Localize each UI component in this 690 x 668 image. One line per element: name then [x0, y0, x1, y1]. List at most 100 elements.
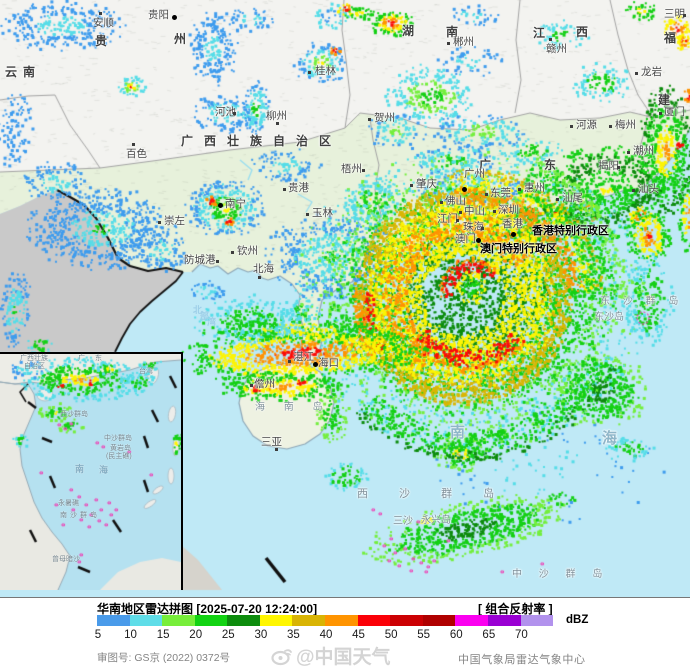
city-label: 东莞 [490, 187, 511, 199]
city-dot [617, 166, 620, 169]
city-label: 梧州 [341, 163, 362, 175]
city-dot [447, 42, 450, 45]
inset-label: 南 [75, 464, 85, 474]
city-label: 惠州 [524, 182, 545, 194]
city-label: 贺州 [374, 112, 395, 124]
city-dot [231, 251, 234, 254]
city-dot [158, 221, 161, 224]
city-label: 河池 [215, 106, 236, 118]
city-dot [250, 384, 253, 387]
sea-label: 中 沙 群 岛 [512, 569, 610, 580]
city-dot [485, 193, 488, 196]
city-label: 玉林 [312, 207, 333, 219]
dbz-tick-label: 50 [384, 629, 398, 641]
city-dot [283, 188, 286, 191]
dbz-tick-label: 45 [352, 629, 365, 641]
city-label: 汕尾 [562, 192, 583, 204]
province-label: 江 [533, 26, 546, 40]
dbz-colorbar [97, 615, 554, 626]
dbz-tick-label: 25 [221, 629, 235, 641]
city-dot [368, 118, 371, 121]
sea-label: 湾 [207, 317, 217, 327]
inset-label: 西沙群岛 [60, 411, 88, 418]
city-label: 河源 [576, 119, 597, 131]
city-dot [99, 12, 102, 15]
inset-label: 曾母暗沙 [52, 556, 80, 563]
city-label: 北海 [253, 263, 274, 275]
license-number: 审图号: GS京 (2022) 0372号 [97, 652, 231, 664]
city-dot [456, 219, 459, 222]
dbz-tick-label: 70 [515, 629, 528, 641]
dbz-tick-label: 65 [482, 629, 496, 641]
capital-city-dot [218, 203, 223, 208]
city-label: 佛山 [445, 195, 466, 207]
inset-label: 海 [99, 465, 109, 475]
city-dot [609, 125, 612, 128]
dbz-tick-label: 5 [94, 629, 102, 641]
dbz-color-step [357, 615, 391, 626]
city-label: 中山 [464, 205, 485, 217]
sar-label: 香港特别行政区 [532, 225, 609, 237]
dbz-color-step [390, 615, 423, 626]
dbz-color-step [97, 615, 130, 626]
city-dot [306, 213, 309, 216]
dbz-color-step [325, 615, 358, 626]
city-label: 珠海 [463, 221, 484, 233]
dbz-tick-label: 20 [189, 629, 203, 641]
sea-label: 三沙 [393, 516, 413, 527]
city-dot [683, 14, 686, 17]
province-label: 东 [544, 158, 557, 172]
city-label: 湛江 [293, 351, 314, 363]
dbz-tick-label: 60 [449, 629, 463, 641]
city-label: 潮州 [633, 145, 654, 157]
city-label: 柳州 [266, 110, 287, 122]
city-label: 贵港 [288, 182, 309, 194]
south-china-sea-inset: 广西壮族 自治区 广 东台湾 西沙群岛 中沙群岛 黄岩岛 (民主礁) 南 海永暑礁 南沙群岛 曾母暗沙 [0, 352, 183, 590]
province-label: 云南 [5, 65, 42, 79]
capital-city-dot [462, 187, 467, 192]
city-label: 赣州 [546, 43, 567, 55]
city-label: 南宁 [225, 198, 246, 210]
city-dot [493, 210, 496, 213]
inset-canvas [0, 354, 181, 590]
sea-label: 东沙岛 [594, 312, 624, 323]
city-dot [481, 227, 484, 230]
sea-label: 南 [450, 424, 466, 441]
province-label: 广 [479, 158, 492, 172]
city-label: 防城港 [184, 254, 216, 266]
city-label: 三亚 [261, 436, 282, 448]
capital-city-dot [313, 362, 318, 367]
city-dot [627, 151, 630, 154]
sea-label: 永兴岛 [421, 515, 451, 526]
dbz-color-step [194, 615, 228, 626]
inset-label: 黄岩岛 [110, 445, 131, 452]
province-label: 贵 [95, 34, 108, 48]
province-label: 广西壮族自治区 [181, 134, 343, 148]
city-dot [216, 260, 219, 263]
radar-map-area: 贵州云南湖南江西福建广东广西壮族自治区 香港特别行政区 澳门特别行政区南海北部湾西 … [0, 0, 690, 597]
city-label: 肇庆 [416, 178, 437, 190]
city-dot [275, 448, 278, 451]
sea-label: 海 [602, 430, 618, 447]
city-dot [410, 184, 413, 187]
legend-panel: 华南地区雷达拼图 [2025-07-20 12:24:00] [ 组合反射率 ]… [0, 597, 690, 668]
city-label: 郴州 [453, 36, 474, 48]
city-dot [459, 211, 462, 214]
watermark: @中国天气 [270, 642, 391, 668]
city-label: 香港 [502, 218, 523, 230]
city-dot [440, 201, 443, 204]
dbz-tick-label: 10 [124, 629, 137, 641]
inset-label: 南沙群岛 [60, 512, 100, 519]
inset-label: 广西壮族 [20, 355, 48, 362]
dbz-color-step [520, 615, 554, 626]
city-dot [635, 72, 638, 75]
sea-label: 北 [193, 305, 203, 315]
dbz-color-step [292, 615, 326, 626]
city-dot [570, 125, 573, 128]
city-label: 龙岩 [641, 66, 662, 78]
dbz-tick-label: 15 [156, 629, 170, 641]
inset-label: (民主礁) [106, 453, 132, 460]
sea-label: 部 [200, 311, 210, 321]
dbz-color-step [422, 615, 456, 626]
city-label: 揭阳 [598, 160, 619, 172]
